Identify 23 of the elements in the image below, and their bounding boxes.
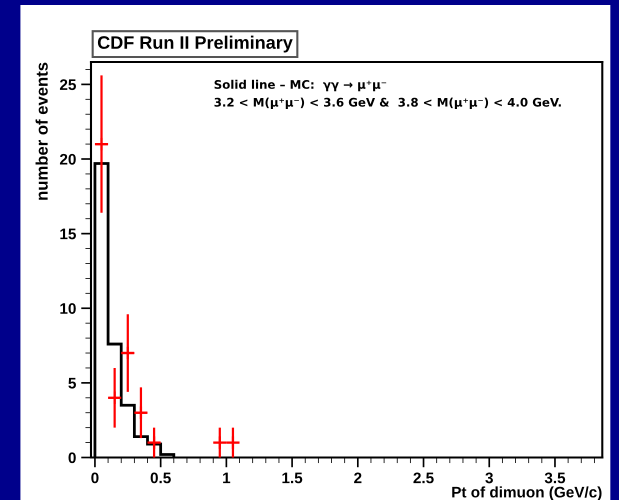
point xyxy=(120,346,136,360)
x-tick-label: 2 xyxy=(354,472,362,484)
point xyxy=(134,405,148,420)
x-tick-label: 1.5 xyxy=(282,472,302,484)
y-tick-label: 5 xyxy=(68,378,76,389)
y-tick-label: 0 xyxy=(68,452,76,464)
x-tick-label: 0.5 xyxy=(150,472,171,484)
y-tick-label: 10 xyxy=(60,303,76,314)
x-tick-label: 0 xyxy=(91,472,99,484)
x-tick-label: 2.5 xyxy=(413,472,434,484)
point xyxy=(107,390,122,406)
point xyxy=(94,136,109,152)
x-tick-label: 3 xyxy=(485,472,493,484)
x-tick-label: 3.5 xyxy=(544,472,566,484)
annotation: 3.2 < M(μ⁺μ⁻) < 3.6 GeV & 3.8 < M(μ⁺μ⁻) < 4.0 GeV. xyxy=(214,98,561,110)
chart-title: CDF Run II Preliminary xyxy=(98,36,293,52)
y-tick-label: 20 xyxy=(60,154,76,165)
y-tick-label: 15 xyxy=(60,228,76,240)
x-tick-label: 1 xyxy=(223,472,230,484)
annotation: Solid line – MC: γγ → μ⁺μ⁻ xyxy=(214,80,386,92)
y-tick-label: 25 xyxy=(60,79,76,90)
y-axis-title: number of events xyxy=(36,62,48,200)
point xyxy=(146,435,162,450)
